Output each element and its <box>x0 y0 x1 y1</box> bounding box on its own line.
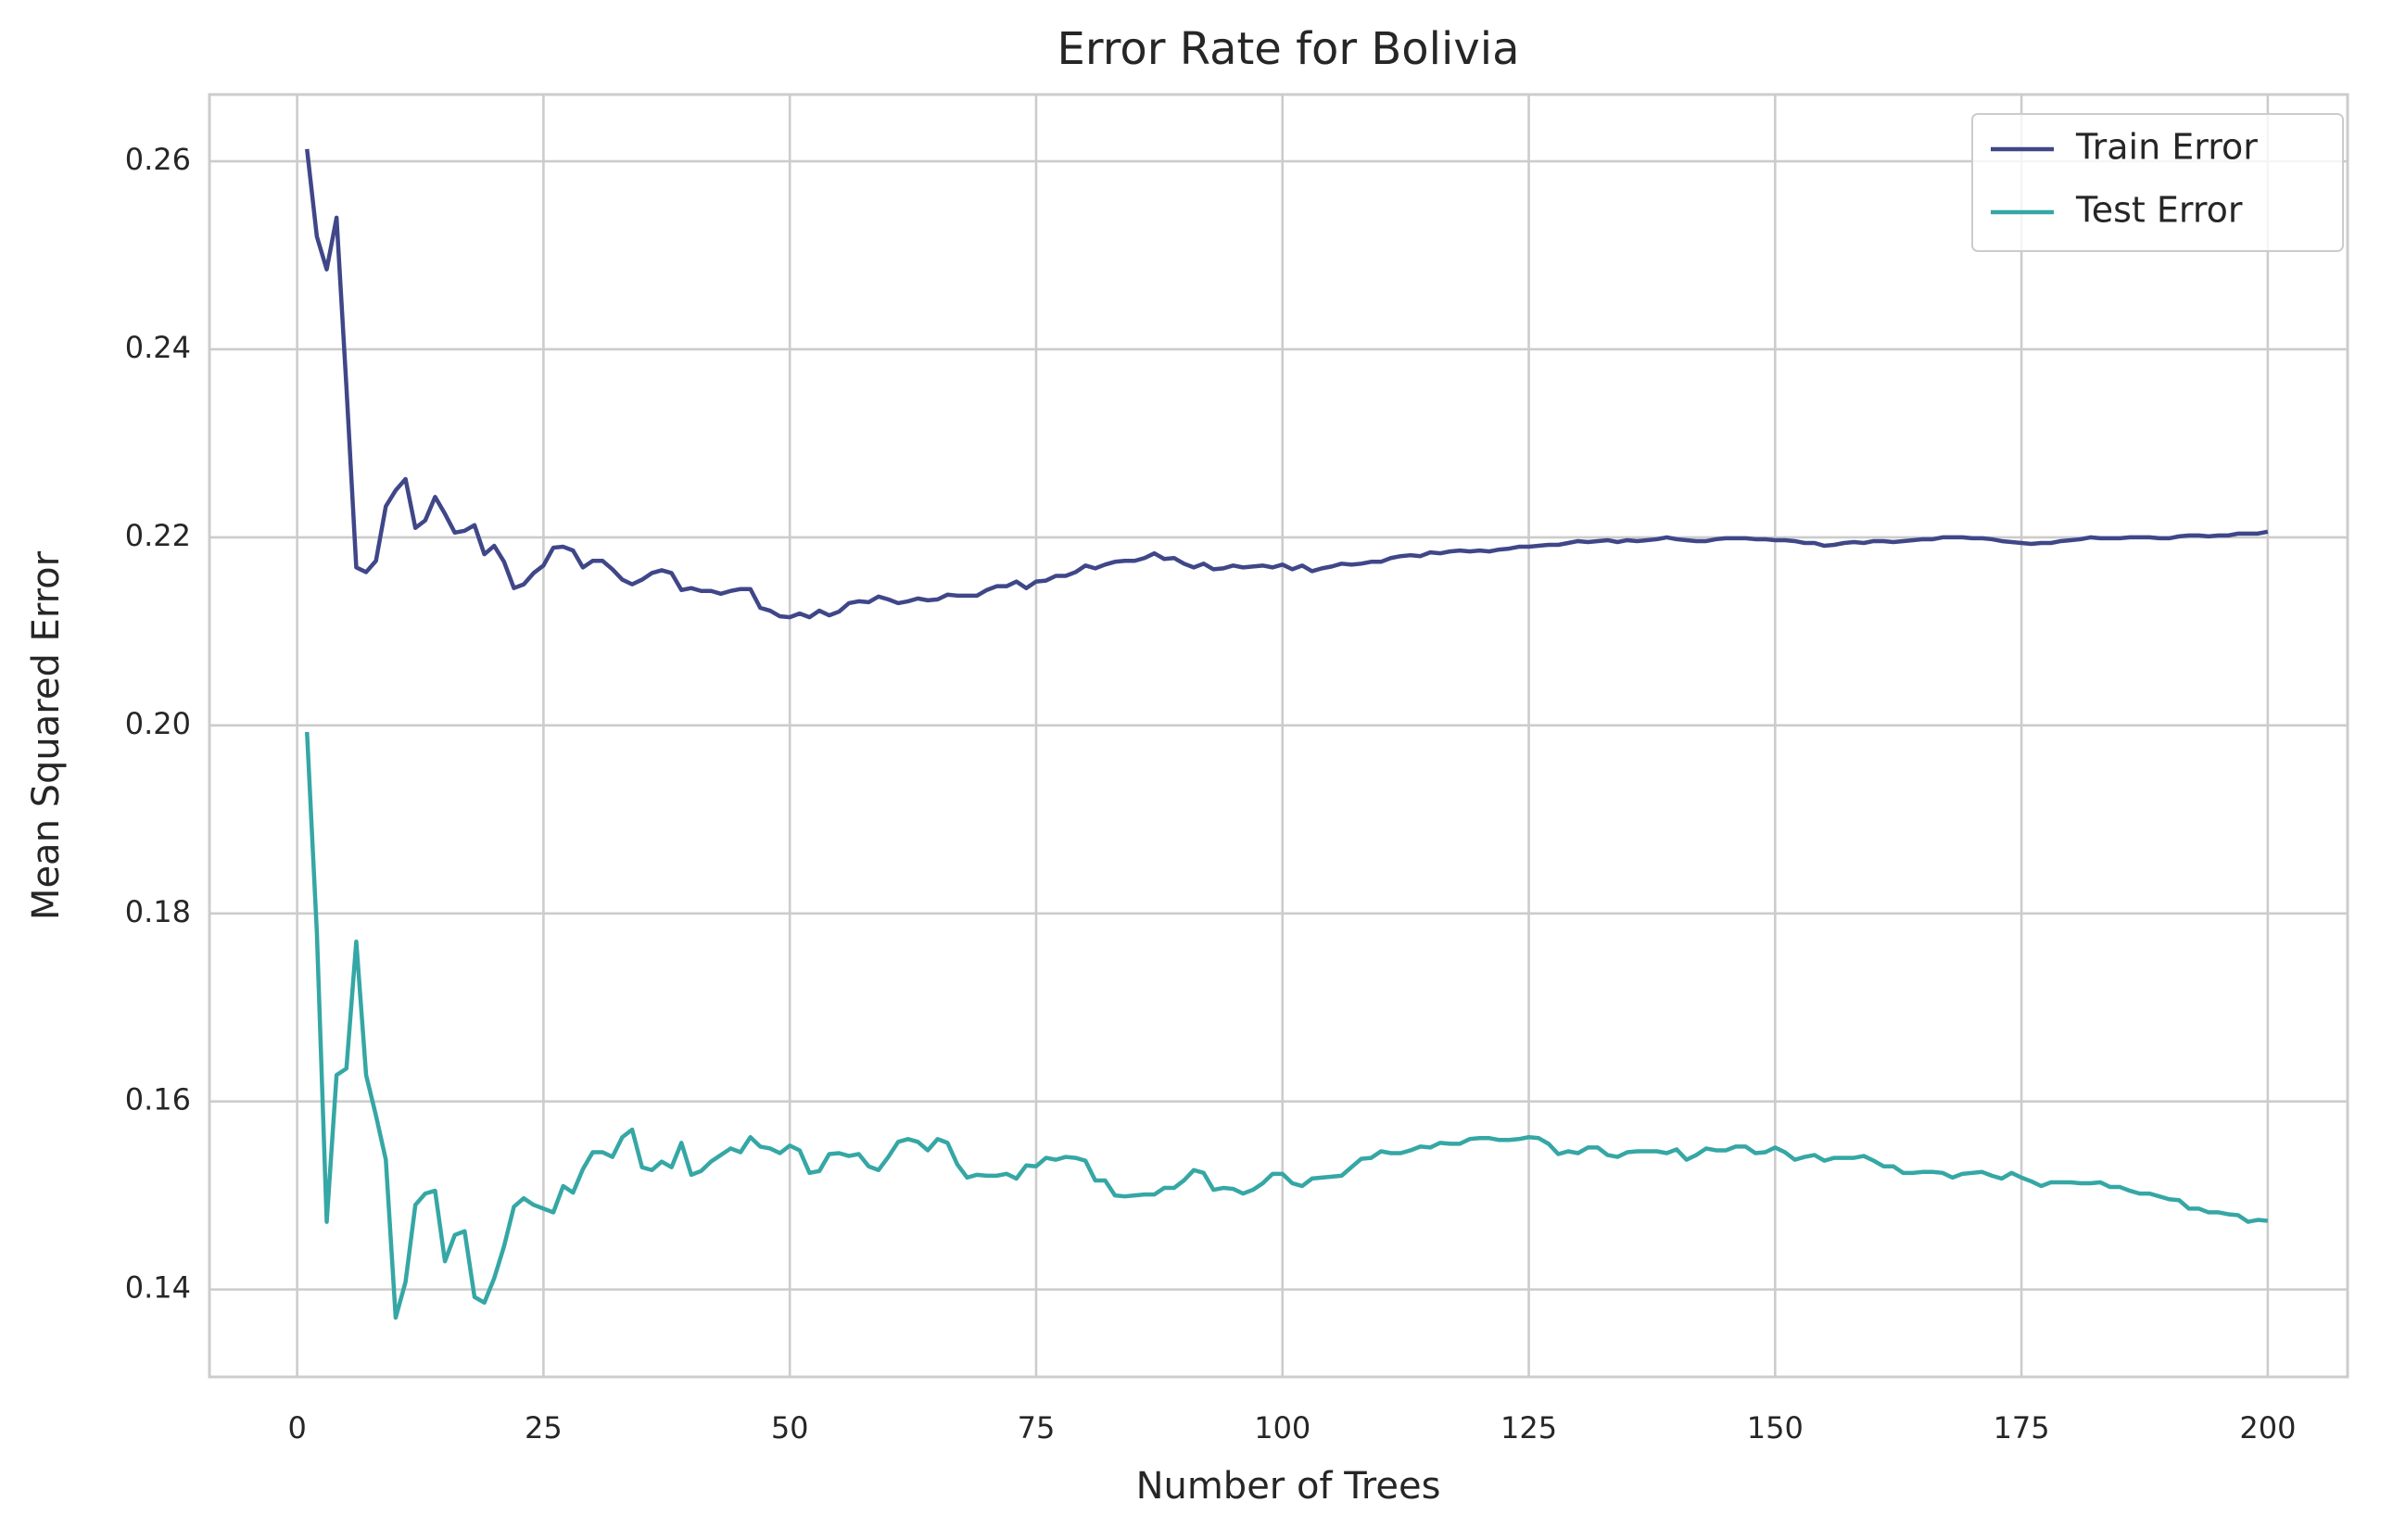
y-tick-label: 0.14 <box>125 1270 191 1306</box>
series-line <box>305 148 2269 620</box>
x-tick-label: 75 <box>1018 1410 1056 1445</box>
y-tick-label: 0.16 <box>125 1082 191 1117</box>
x-tick-label: 200 <box>2239 1410 2296 1445</box>
x-axis-label: Number of Trees <box>1136 1465 1441 1508</box>
y-tick-label: 0.26 <box>125 142 191 177</box>
x-tick-label: 150 <box>1747 1410 1804 1445</box>
x-tick-label: 50 <box>771 1410 809 1445</box>
legend-box <box>1971 113 2344 252</box>
grid <box>209 95 2348 1377</box>
legend: Train Error Test Error <box>1971 113 2344 252</box>
x-tick-label: 25 <box>525 1410 563 1445</box>
y-tick-label: 0.18 <box>125 894 191 929</box>
x-tick-label: 175 <box>1994 1410 2050 1445</box>
chart-title: Error Rate for Bolivia <box>1057 23 1520 75</box>
legend-label: Test Error <box>2075 190 2243 231</box>
y-tick-label: 0.20 <box>125 706 191 741</box>
y-tick-label: 0.22 <box>125 518 191 553</box>
y-axis-label: Mean Squared Error <box>25 550 68 920</box>
legend-label: Train Error <box>2075 127 2258 168</box>
plot-frame <box>208 93 2349 1379</box>
x-tick-label: 125 <box>1500 1410 1557 1445</box>
x-tick-label: 100 <box>1254 1410 1310 1445</box>
y-tick-label: 0.24 <box>125 330 191 365</box>
x-tick-label: 0 <box>287 1410 306 1445</box>
series-line <box>305 731 2269 1320</box>
